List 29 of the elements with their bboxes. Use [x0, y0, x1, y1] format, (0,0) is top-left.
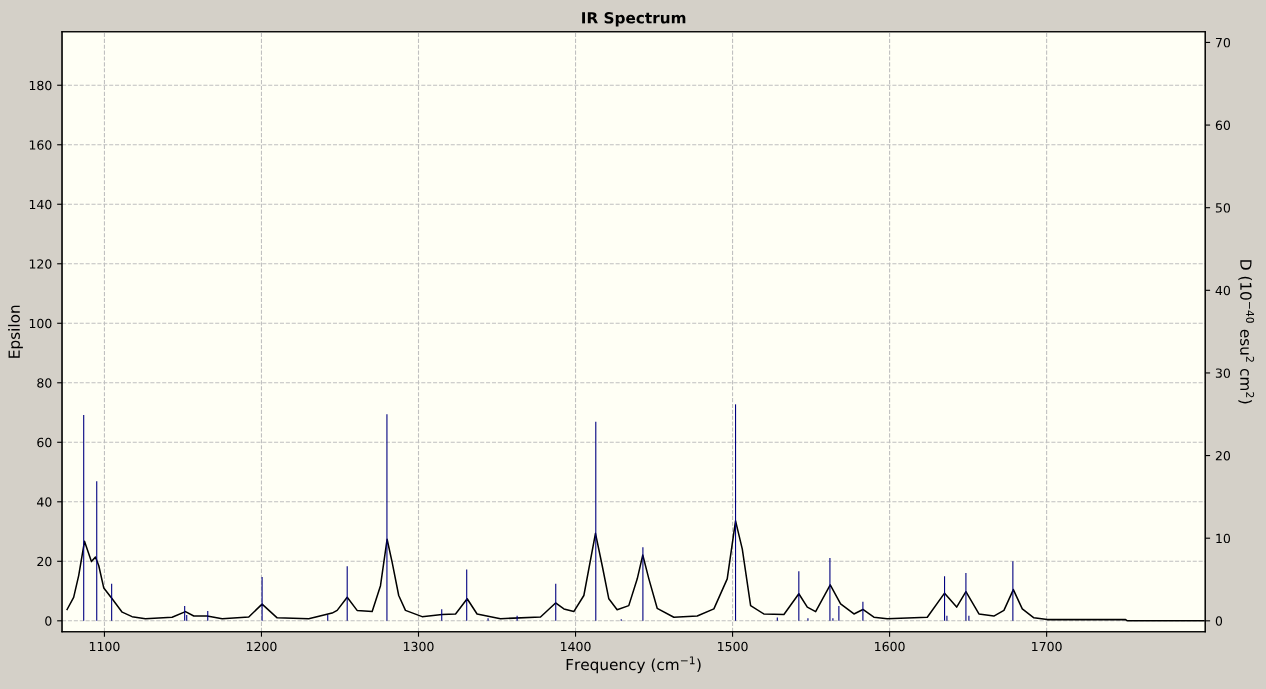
x-tick-label: 1700	[1032, 641, 1062, 652]
y2-tick-label: 70	[1215, 37, 1231, 48]
x-axis-title: Frequency (cm$^{−1}$)	[566, 656, 701, 674]
y2-tick-label: 20	[1215, 451, 1231, 461]
x-tick-label: 1100	[89, 641, 120, 652]
y-tick-label: 20	[37, 556, 52, 567]
y2-tick-label: 50	[1215, 203, 1231, 213]
y-tick-label: 40	[37, 497, 52, 507]
y2-tick-label: 10	[1216, 533, 1231, 544]
y-tick-label: 140	[29, 199, 52, 210]
x-tick-label: 1600	[875, 641, 905, 652]
y2-tick-label: 40	[1215, 285, 1231, 296]
y-tick-label: 100	[29, 318, 52, 329]
x-tick-label: 1300	[403, 641, 434, 652]
x-tick-label: 1200	[246, 641, 277, 652]
y-tick-label: 0	[45, 616, 52, 626]
x-tick-label: 1400	[561, 641, 591, 652]
chart-title: IR Spectrum	[582, 12, 686, 27]
y-tick-label: 160	[29, 140, 52, 150]
y-tick-label: 60	[37, 437, 52, 448]
y-axis-title: Epsilon	[8, 305, 23, 358]
y2-tick-label: 0	[1215, 616, 1223, 626]
y2-tick-label: 60	[1215, 120, 1231, 130]
x-tick-label: 1500	[718, 641, 748, 652]
y2-tick-label: 30	[1215, 368, 1231, 378]
y2-axis-title: D (10$^{−40}$ esu$^{2}$ cm$^{2}$)	[1238, 260, 1255, 404]
y-tick-label: 120	[29, 259, 52, 269]
y-tick-label: 180	[29, 80, 52, 91]
y-tick-label: 80	[37, 378, 52, 388]
